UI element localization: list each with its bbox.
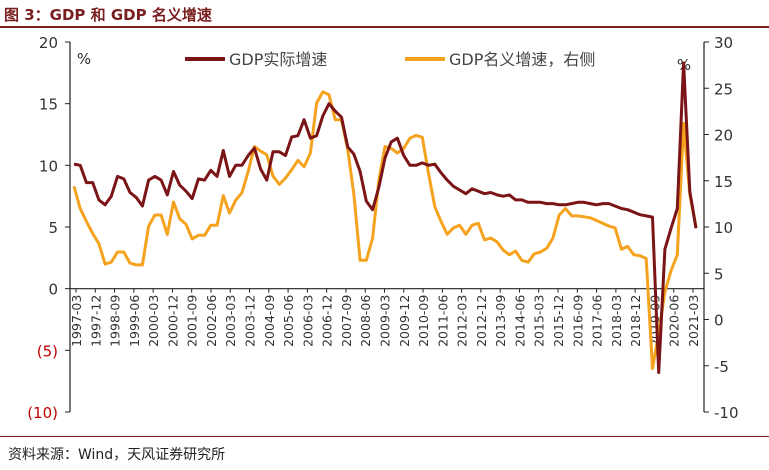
source-rule [0, 436, 769, 437]
right-tick-label: 5 [714, 265, 724, 283]
x-tick-label: 2006-03 [300, 295, 315, 347]
x-tick-label: 2001-09 [185, 295, 200, 347]
x-tick-label: 2018-12 [628, 295, 643, 347]
x-tick-label: 2021-03 [686, 295, 701, 347]
gdp-growth-chart: 20 15 10 5 0 (5) (10)% 30 25 20 15 10 5 0 -5 -10% 1997… [27, 34, 739, 422]
series-line-real-gdp [73, 61, 698, 374]
left-tick-label: (10) [27, 404, 58, 422]
x-tick-label: 2012-03 [455, 295, 470, 347]
right-tick-label: -5 [714, 358, 729, 376]
x-tick-label: 2012-12 [474, 295, 489, 347]
right-tick-label: 10 [714, 219, 733, 237]
left-axis-unit: % [77, 50, 91, 68]
left-tick-label: (5) [37, 342, 58, 360]
x-tick-label: 1998-09 [108, 295, 123, 347]
x-tick-label: 2009-03 [378, 295, 393, 347]
left-tick-label: 20 [39, 34, 58, 52]
left-tick-label: 10 [39, 157, 58, 175]
x-tick-label: 2005-06 [281, 295, 296, 347]
x-tick-label: 2007-09 [339, 295, 354, 347]
x-tick-label: 2000-03 [146, 295, 161, 347]
x-tick-label: 2015-03 [532, 295, 547, 347]
right-tick-label: 0 [714, 312, 724, 330]
x-axis: 1997-03 1997-12 1998-09 1999-06 2000-03 2000-… [69, 288, 704, 347]
x-tick-label: 2000-12 [165, 295, 180, 347]
figure-title: 图 3：GDP 和 GDP 名义增速 [4, 6, 212, 24]
legend-item-nominal-gdp-label: GDP名义增速，右侧 [449, 50, 595, 69]
x-tick-label: 2011-06 [435, 295, 450, 347]
source-note: 资料来源：Wind，天风证券研究所 [8, 447, 226, 463]
x-tick-label: 2006-12 [320, 295, 335, 347]
left-axis: 20 15 10 5 0 (5) (10)% [27, 34, 91, 422]
x-tick-label: 2018-03 [609, 295, 624, 347]
title-rule [0, 26, 769, 28]
x-tick-label: 1997-03 [69, 295, 84, 347]
right-tick-label: 25 [714, 80, 733, 98]
right-tick-label: 30 [714, 34, 733, 52]
x-tick-label: 2015-12 [551, 295, 566, 347]
series-line-nominal-gdp [72, 90, 698, 370]
right-tick-label: -10 [714, 404, 739, 422]
x-tick-label: 2013-09 [493, 295, 508, 347]
legend: GDP实际增速 GDP名义增速，右侧 [185, 50, 595, 69]
series-layer [72, 61, 698, 374]
left-tick-label: 15 [39, 96, 58, 114]
right-tick-label: 15 [714, 173, 733, 191]
x-tick-label: 2008-06 [358, 295, 373, 347]
x-tick-label: 1997-12 [88, 295, 103, 347]
right-tick-label: 20 [714, 127, 733, 145]
legend-item-real-gdp-label: GDP实际增速 [229, 50, 327, 69]
x-tick-label: 2014-06 [512, 295, 527, 347]
x-tick-label: 2003-12 [243, 295, 258, 347]
x-tick-label: 2004-09 [262, 295, 277, 347]
x-tick-label: 2020-06 [667, 295, 682, 347]
left-tick-label: 0 [48, 281, 58, 299]
x-tick-label: 2010-09 [416, 295, 431, 347]
left-tick-label: 5 [48, 219, 58, 237]
x-tick-label: 2003-03 [223, 295, 238, 347]
x-tick-label: 2009-12 [397, 295, 412, 347]
x-tick-label: 2016-09 [570, 295, 585, 347]
x-tick-label: 2002-06 [204, 295, 219, 347]
x-tick-label: 2017-06 [590, 295, 605, 347]
x-tick-label: 1999-06 [127, 295, 142, 347]
